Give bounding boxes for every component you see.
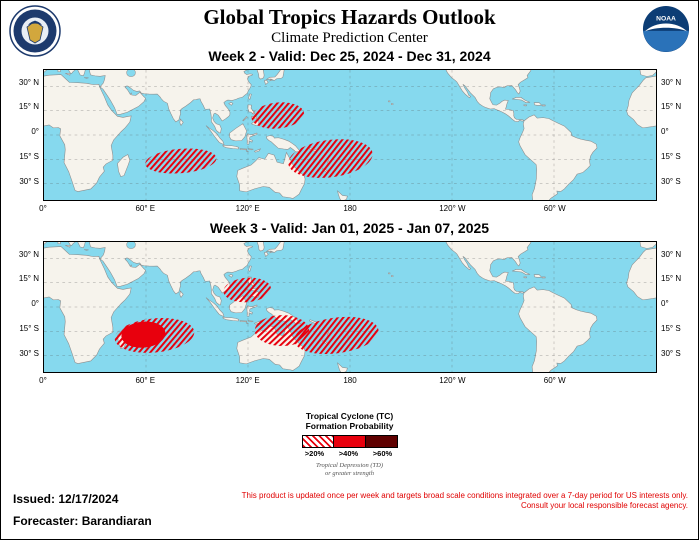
lat-label-left: 30° S <box>19 176 39 186</box>
disclaimer-line2: Consult your local responsible forecast … <box>520 501 688 510</box>
lon-label: 180 <box>343 376 357 385</box>
disclaimer: This product is updated once per week an… <box>188 491 688 511</box>
lat-label-right: 15° S <box>661 323 681 333</box>
week3-map: 30° N 30° N 15° N 15° N 0° 0° 15° S 15° S 30° S 3… <box>1 241 698 393</box>
lon-label: 120° E <box>235 204 260 213</box>
legend-note-line1: Tropical Depression (TD) <box>315 462 384 469</box>
issued-date: Issued: 12/17/2024 <box>13 492 119 506</box>
hazard-region-southwest-indian-ocean-core <box>121 321 166 348</box>
hazard-regions-week3 <box>114 277 379 355</box>
lat-label-right: 15° N <box>661 274 682 284</box>
legend-note: Tropical Depression (TD) or greater stre… <box>220 462 480 478</box>
legend-label-gt40: >40% <box>338 449 359 458</box>
week2-world-map <box>44 70 656 200</box>
lat-label-right: 30° S <box>661 348 681 358</box>
hazard-region-coral-sea-south-pacific <box>288 139 373 178</box>
legend-cell-gt60 <box>365 435 398 448</box>
hazard-region-south-china-sea-philippines <box>223 277 271 303</box>
lon-label: 180 <box>343 204 357 213</box>
lat-label-right: 0° <box>661 127 669 136</box>
lon-label: 120° W <box>439 204 466 213</box>
dept-of-commerce-seal-icon <box>9 5 61 57</box>
legend-cell-gt40 <box>333 435 366 448</box>
week2-map-frame <box>43 69 657 201</box>
lat-label-right: 30° N <box>661 249 682 259</box>
legend-labels: >20% >40% >60% <box>298 449 402 458</box>
week3-world-map <box>44 242 656 372</box>
noaa-wordmark: NOAA <box>656 15 676 22</box>
lat-label-left: 15° N <box>18 102 39 112</box>
legend-title-line1: Tropical Cyclone (TC) <box>305 411 394 421</box>
lat-label-left: 15° S <box>19 323 39 333</box>
lat-label-right: 15° N <box>661 102 682 112</box>
forecaster-name: Forecaster: Barandiaran <box>13 514 152 528</box>
legend-note-line2: or greater strength <box>325 470 374 477</box>
legend: Tropical Cyclone (TC) Formation Probabil… <box>220 411 480 478</box>
lon-label: 120° E <box>235 376 260 385</box>
hazard-regions-week2 <box>145 102 373 178</box>
noaa-gull-icon <box>644 23 688 32</box>
lon-label: 60° E <box>135 204 156 213</box>
page-subtitle: Climate Prediction Center <box>271 30 428 46</box>
week2-map: 30° N 30° N 15° N 15° N 0° 0° 15° S 15° S 30° S 3… <box>1 69 698 221</box>
lon-label: 0° <box>39 204 47 213</box>
legend-label-gt20: >20% <box>304 449 325 458</box>
hazard-region-coral-sea-south-pacific <box>294 316 379 355</box>
legend-title: Tropical Cyclone (TC) Formation Probabil… <box>220 411 480 431</box>
lon-label: 120° W <box>439 376 466 385</box>
seal-eagle <box>28 21 42 25</box>
disclaimer-line1: This product is updated once per week an… <box>241 491 688 500</box>
seal-shield <box>26 20 44 44</box>
lat-label-left: 30° S <box>19 348 39 358</box>
lon-label: 0° <box>39 376 47 385</box>
legend-colorbar <box>301 435 398 448</box>
lat-label-left: 0° <box>31 127 39 136</box>
lat-label-left: 0° <box>31 299 39 308</box>
week2-title: Week 2 - Valid: Dec 25, 2024 - Dec 31, 2… <box>208 48 491 64</box>
hazard-region-south-indian-ocean <box>145 148 217 174</box>
lat-label-left: 30° N <box>18 249 39 259</box>
noaa-logo-icon: NOAA <box>642 5 690 53</box>
page-title: Global Tropics Hazards Outlook <box>203 5 496 29</box>
lon-label: 60° W <box>543 376 566 385</box>
lat-label-left: 15° N <box>18 274 39 284</box>
lat-label-right: 0° <box>661 299 669 308</box>
lat-label-left: 30° N <box>18 77 39 87</box>
lat-label-right: 15° S <box>661 151 681 161</box>
lat-label-left: 15° S <box>19 151 39 161</box>
lon-label: 60° E <box>135 376 156 385</box>
week3-title: Week 3 - Valid: Jan 01, 2025 - Jan 07, 2… <box>209 220 490 236</box>
continents <box>44 70 656 200</box>
legend-title-line2: Formation Probability <box>305 421 394 431</box>
legend-cell-gt20 <box>301 435 334 448</box>
lat-label-right: 30° N <box>661 77 682 87</box>
lon-label: 60° W <box>543 204 566 213</box>
hazard-region-west-pacific <box>251 102 304 129</box>
lat-label-right: 30° S <box>661 176 681 186</box>
noaa-lower-half <box>643 30 689 52</box>
week3-map-frame <box>43 241 657 373</box>
legend-label-gt60: >60% <box>372 449 393 458</box>
